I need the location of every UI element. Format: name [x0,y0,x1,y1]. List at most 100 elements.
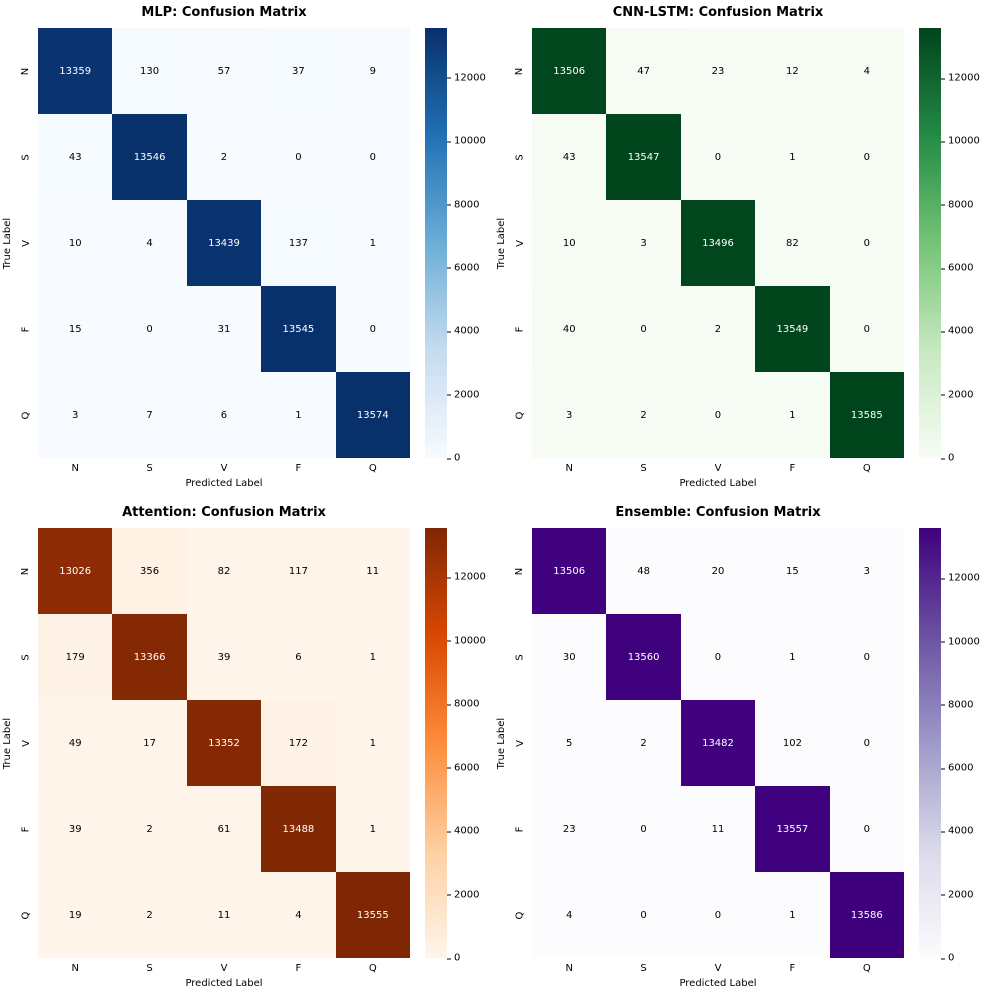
y-tick-label: N [20,567,32,575]
heatmap-cell: 0 [829,700,904,786]
heatmap-cell: 2 [112,872,187,958]
heatmap-cell: 1 [755,114,830,200]
heatmap-cell: 0 [680,614,756,700]
heatmap-cell: 11 [186,872,262,958]
heatmap-cell: 1 [335,614,410,700]
x-tick-label: Q [368,963,377,974]
x-tick-label: S [146,963,153,974]
heatmap-cell: 13506 [532,28,607,114]
colorbar-tick-label: 0 [447,453,460,464]
y-tick-label: Q [514,411,526,419]
colorbar-tick-label: 12000 [447,572,486,583]
heatmap-cell: 15 [38,286,113,372]
x-tick-label: Q [368,463,377,474]
y-tick-label: F [514,326,526,332]
colorbar [919,28,941,458]
y-tick-label: F [20,826,32,832]
heatmap-cell: 0 [829,786,904,872]
heatmap-cell: 5 [532,700,607,786]
chart-title: Ensemble: Confusion Matrix [615,505,821,520]
heatmap-cell: 0 [680,872,756,958]
heatmap-cell: 2 [112,786,187,872]
chart-title: Attention: Confusion Matrix [122,505,326,520]
heatmap-grid: 13506 47 23 12 4 43 13547 0 1 0 10 3 13496 82 0 40 0 2 135… [532,28,904,458]
heatmap-cell: 13488 [261,786,336,872]
heatmap-grid: 13026 356 82 117 11 179 13366 39 6 1 49 17 13352 172 1… [38,528,410,958]
x-tick-label: N [71,463,79,474]
colorbar-tick-label: 2000 [941,889,973,900]
heatmap-grid: 13506 48 20 15 3 30 13560 0 1 0 5 2 13482 102 0 23 0 11 13… [532,528,904,958]
y-axis-label: True Label [496,217,508,269]
colorbar-tick-label: 8000 [941,699,973,710]
heatmap-cell: 2 [606,700,681,786]
y-tick-label: Q [20,911,32,919]
y-tick-label: V [514,739,526,747]
colorbar-tick-label: 0 [447,953,460,964]
heatmap-cell: 130 [112,28,187,114]
x-tick-label: V [714,963,722,974]
heatmap-cell: 4 [261,872,336,958]
heatmap-cell: 0 [606,786,681,872]
heatmap-cell: 31 [186,286,262,372]
y-tick-label: Q [514,911,526,919]
heatmap-cell: 13352 [186,700,262,786]
x-tick-label: S [640,963,647,974]
y-tick-label: N [514,67,526,75]
heatmap-cell: 13585 [829,372,904,458]
heatmap-cell: 13496 [680,200,756,286]
y-tick-label: S [514,153,526,161]
colorbar-tick-label: 6000 [941,263,973,274]
heatmap-cell: 4 [112,200,187,286]
colorbar-tick-label: 6000 [941,763,973,774]
colorbar-tick-label: 10000 [941,136,980,147]
heatmap-cell: 13547 [606,114,681,200]
colorbar-tick-labels: 0 2000 4000 6000 8000 10000 12000 [447,528,493,964]
heatmap-cell: 0 [829,614,904,700]
y-tick-label: S [20,653,32,661]
heatmap-cell: 13586 [829,872,904,958]
x-tick-label: S [146,463,153,474]
heatmap-cell: 13557 [755,786,830,872]
heatmap-cell: 3 [532,372,607,458]
x-tick-label: F [295,463,302,474]
colorbar-tick-label: 4000 [447,826,479,837]
heatmap-cell: 4 [532,872,607,958]
heatmap-cell: 13482 [680,700,756,786]
x-tick-label: N [565,963,573,974]
x-tick-label: F [295,963,302,974]
y-tick-label: V [20,239,32,247]
x-tick-label: F [789,963,796,974]
heatmap-cell: 1 [755,372,830,458]
y-axis-label: True Label [2,717,14,769]
heatmap-cell: 82 [755,200,830,286]
x-axis-label: Predicted Label [679,478,757,489]
heatmap-cell: 49 [38,700,113,786]
colorbar [919,528,941,958]
colorbar-tick-label: 12000 [941,73,980,84]
heatmap-cell: 0 [829,114,904,200]
x-tick-label: S [640,463,647,474]
y-axis-label: True Label [2,217,14,269]
colorbar-tick-label: 4000 [447,326,479,337]
heatmap-cell: 17 [112,700,187,786]
heatmap-cell: 1 [335,786,410,872]
heatmap-cell: 0 [606,286,681,372]
x-axis-label: Predicted Label [185,978,263,989]
colorbar-tick-label: 8000 [447,699,479,710]
heatmap-cell: 13574 [335,372,410,458]
heatmap-cell: 1 [261,372,336,458]
heatmap-cell: 117 [261,528,336,614]
heatmap-cell: 0 [680,114,756,200]
heatmap-cell: 0 [606,872,681,958]
heatmap-cell: 48 [606,528,681,614]
colorbar-tick-label: 4000 [941,326,973,337]
heatmap-cell: 13560 [606,614,681,700]
heatmap-cell: 0 [680,372,756,458]
y-tick-labels: N S V F Q [18,528,34,958]
colorbar-tick-label: 10000 [447,635,486,646]
heatmap-cell: 23 [680,28,756,114]
colorbar-tick-label: 6000 [447,262,479,273]
